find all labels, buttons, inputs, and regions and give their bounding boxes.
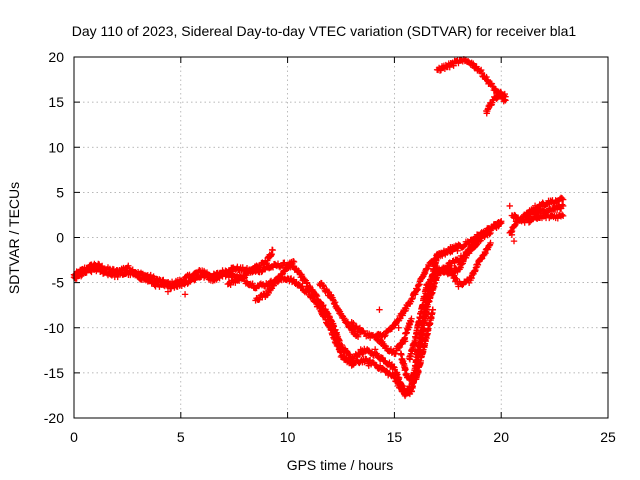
data-point (425, 263, 433, 270)
data-point (234, 263, 241, 271)
data-point (534, 204, 542, 211)
data-point (558, 201, 566, 208)
series-track (508, 211, 567, 226)
grid-layer (74, 57, 608, 418)
data-point (382, 332, 389, 339)
x-tick-label: 0 (70, 429, 78, 445)
data-point (290, 258, 298, 266)
data-point (483, 73, 490, 81)
data-point (558, 211, 566, 218)
x-tick-label: 15 (387, 429, 403, 445)
data-point (429, 306, 437, 313)
data-point (382, 367, 390, 375)
data-point (125, 262, 132, 270)
chart-title: Day 110 of 2023, Sidereal Day-to-day VTE… (72, 23, 577, 39)
data-point (401, 338, 409, 345)
data-point (559, 196, 567, 203)
y-tick-label: 20 (48, 49, 64, 65)
data-point (390, 363, 397, 370)
data-point (395, 324, 402, 331)
data-point (506, 202, 513, 210)
y-tick-label: -15 (44, 365, 64, 381)
data-point (487, 239, 494, 247)
data-point (559, 212, 567, 220)
series-track (397, 306, 437, 385)
data-point (497, 88, 504, 96)
data-point (487, 229, 494, 237)
data-point (523, 215, 531, 223)
data-point (553, 206, 561, 213)
series-track (224, 246, 276, 289)
data-point (165, 281, 173, 288)
data-point (306, 282, 313, 290)
data-point (249, 280, 256, 287)
data-point (438, 251, 446, 258)
y-tick-label: 15 (48, 94, 64, 110)
tick-layer (73, 56, 609, 419)
data-point (558, 195, 566, 202)
data-point (381, 333, 388, 340)
data-point (508, 231, 516, 238)
data-point (269, 246, 276, 254)
data-point (486, 230, 493, 238)
y-axis-title: SDTVAR / TECUs (6, 182, 22, 294)
data-point (510, 237, 518, 245)
data-point (450, 62, 457, 69)
data-point (371, 346, 379, 353)
data-point (239, 264, 246, 271)
x-tick-label: 25 (600, 429, 616, 445)
data-point (376, 306, 383, 313)
data-point (355, 351, 363, 359)
data-point (477, 66, 485, 74)
label-layer: 0 5 10 15 20 25 -20 -15 -10 -5 0 5 10 15 20 (44, 49, 616, 445)
series-track (444, 239, 494, 290)
data-point (559, 202, 567, 210)
y-tick-label: -10 (44, 320, 64, 336)
data-point (494, 93, 502, 101)
x-tick-label: 20 (493, 429, 509, 445)
series-track (252, 257, 298, 304)
data-point (132, 270, 140, 277)
y-tick-label: -20 (44, 410, 64, 426)
data-point (455, 241, 462, 248)
data-point (359, 350, 366, 358)
series-track (348, 241, 462, 341)
data-point (470, 60, 477, 67)
data-point (373, 350, 380, 357)
data-point (164, 288, 172, 295)
y-tick-label: 5 (56, 184, 64, 200)
data-point (299, 283, 306, 290)
data-point (346, 355, 353, 362)
data-point (459, 281, 466, 289)
y-tick-label: -5 (52, 275, 65, 291)
data-point (257, 264, 264, 271)
data-point (171, 283, 178, 291)
data-layer (70, 56, 567, 400)
series-track (523, 194, 567, 217)
series-track (70, 219, 505, 398)
series-track (483, 88, 509, 117)
data-point (502, 93, 509, 100)
data-point (354, 333, 362, 340)
data-point (353, 332, 360, 339)
data-point (319, 281, 327, 289)
data-point (379, 338, 386, 346)
x-tick-label: 5 (177, 429, 185, 445)
series-track (70, 218, 505, 400)
data-point (498, 218, 505, 225)
data-point (77, 272, 85, 280)
x-axis-title: GPS time / hours (287, 457, 394, 473)
data-point (181, 291, 189, 298)
y-tick-label: 10 (48, 139, 64, 155)
data-point (290, 257, 297, 265)
data-point (554, 215, 562, 222)
y-tick-label: 0 (56, 230, 64, 246)
series-sdtvar (70, 56, 567, 400)
data-point (365, 362, 372, 369)
data-point (388, 325, 396, 332)
x-tick-label: 10 (280, 429, 296, 445)
data-point (283, 265, 291, 272)
data-point (408, 315, 415, 322)
